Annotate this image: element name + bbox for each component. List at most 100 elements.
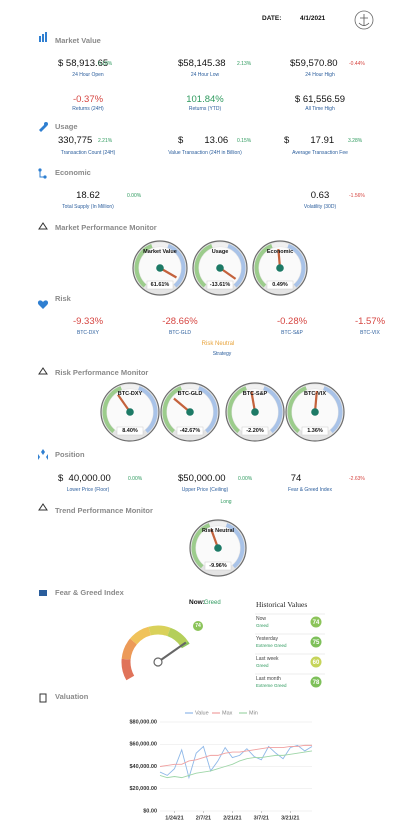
strategy-value: Risk Neutral — [201, 341, 235, 347]
history-bubble — [310, 616, 322, 628]
strategy-label: Strategy — [212, 351, 232, 357]
section-title: Economic — [55, 168, 91, 177]
metric-value: 74 — [290, 473, 302, 484]
gauge-hub — [216, 264, 224, 272]
fg-arc — [121, 638, 138, 660]
gauge — [100, 382, 160, 442]
legend-label: Value — [195, 710, 209, 716]
fg-needle — [157, 641, 187, 663]
history-title: Historical Values — [256, 600, 308, 609]
gauge-band — [245, 384, 265, 390]
metric-label: Total Supply (In Million) — [62, 204, 114, 210]
date-label: DATE: — [262, 15, 282, 22]
metric-value: $ 13.06 — [178, 135, 229, 146]
metric-value: -28.66% — [162, 316, 198, 327]
gauge-band — [227, 244, 246, 288]
legend-label: Min — [249, 710, 258, 716]
section-title: Market Value — [55, 36, 101, 45]
gauge-name: BTC-GLD — [177, 391, 203, 397]
history-class: Greed — [256, 623, 269, 628]
metric-change: 0.00% — [127, 193, 142, 199]
metric-label: All Time High — [305, 106, 335, 112]
gauge-name: Risk Neutral — [201, 528, 235, 534]
gauge-band — [262, 386, 283, 434]
gauge-hub — [126, 408, 134, 416]
gauge-hub — [186, 408, 194, 416]
gauge-readout — [301, 426, 329, 436]
metric-change: -2.63% — [349, 476, 365, 482]
metric-label: 24 Hour Open — [72, 72, 104, 78]
series-line — [159, 744, 313, 780]
gauge-band — [120, 384, 140, 390]
metric-change: 2.13% — [237, 61, 252, 67]
gauge-band — [208, 521, 228, 527]
section-title: Market Performance Monitor — [55, 223, 157, 232]
section-title: Risk Performance Monitor — [55, 368, 149, 377]
gauge-hub — [251, 408, 259, 416]
y-tick-label: $40,000.00 — [129, 764, 157, 770]
section-title: Risk — [55, 294, 71, 303]
gauge-readout — [241, 426, 269, 436]
section-title: Valuation — [55, 692, 89, 701]
metric-value: -1.57% — [354, 316, 386, 327]
gauge-readout — [146, 280, 174, 290]
metric-label: 24 Hour Low — [190, 72, 220, 78]
x-tick-label: 3/21/21 — [281, 815, 299, 821]
gauge-reading: -42.67% — [179, 428, 201, 434]
y-tick-label: $0.00 — [143, 808, 157, 814]
history-bubble — [310, 676, 322, 688]
gauge-reading: -13.61% — [209, 282, 231, 288]
metric-label: Volatility (30D) — [303, 204, 337, 210]
gauge-band — [254, 244, 273, 288]
gauge-band — [134, 244, 153, 288]
gauge-name: Market Value — [143, 249, 177, 255]
position-side: Long — [220, 499, 232, 505]
metric-value: $58,145.38 — [178, 58, 226, 69]
history-value: 75 — [312, 639, 320, 646]
metric-label: BTC-VIX — [360, 330, 380, 336]
section-title: Fear & Greed Index — [55, 588, 124, 597]
history-class: Greed — [256, 663, 269, 668]
y-tick-label: $20,000.00 — [129, 786, 157, 792]
metric-value: 101.84% — [186, 94, 224, 105]
gauge-hub — [276, 264, 284, 272]
gauge-band — [211, 242, 229, 248]
history-value: 78 — [312, 679, 320, 686]
x-tick-label: 2/7/21 — [196, 815, 211, 821]
date: 4/1/2021 — [300, 15, 326, 22]
gauge-band — [167, 244, 186, 288]
gauge-band — [197, 386, 218, 434]
metric-label: Value Transaction (24H in Billion) — [168, 150, 242, 156]
section-title: Usage — [55, 122, 78, 131]
gauge-band — [162, 386, 183, 434]
gauge-band — [322, 386, 343, 434]
history-bubble — [310, 636, 322, 648]
history-period: Yesterday — [256, 636, 279, 642]
gauge-band — [305, 384, 325, 390]
fg-value: 74 — [195, 622, 201, 629]
section-title: Position — [55, 450, 85, 459]
fg-bubble — [193, 621, 203, 631]
history-class: Extreme Greed — [256, 643, 287, 648]
gauge-readout — [116, 426, 144, 436]
metric-value: -0.37% — [72, 94, 104, 105]
metric-change: 0.00% — [128, 476, 143, 482]
gauge-name: Usage — [211, 249, 229, 255]
fg-arc — [121, 658, 135, 681]
metric-change: -1.56% — [349, 193, 365, 199]
x-tick-label: 1/24/21 — [165, 815, 183, 821]
gauge-hub — [214, 544, 222, 552]
logo — [354, 10, 374, 30]
gauge-readout — [176, 426, 204, 436]
fg-arc — [148, 625, 171, 637]
metric-label: BTC-S&P — [281, 330, 303, 336]
gauge — [132, 240, 188, 296]
gauge-reading: 0.49% — [272, 282, 288, 288]
metric-value: $ 58,913.65 — [58, 58, 109, 69]
gauge-reading: 8.40% — [122, 428, 138, 434]
gauge-band — [102, 386, 123, 434]
now-value: Greed — [204, 600, 221, 606]
history-bubble — [310, 656, 322, 668]
history-period: Now — [256, 616, 267, 622]
gauge-band — [287, 244, 306, 288]
